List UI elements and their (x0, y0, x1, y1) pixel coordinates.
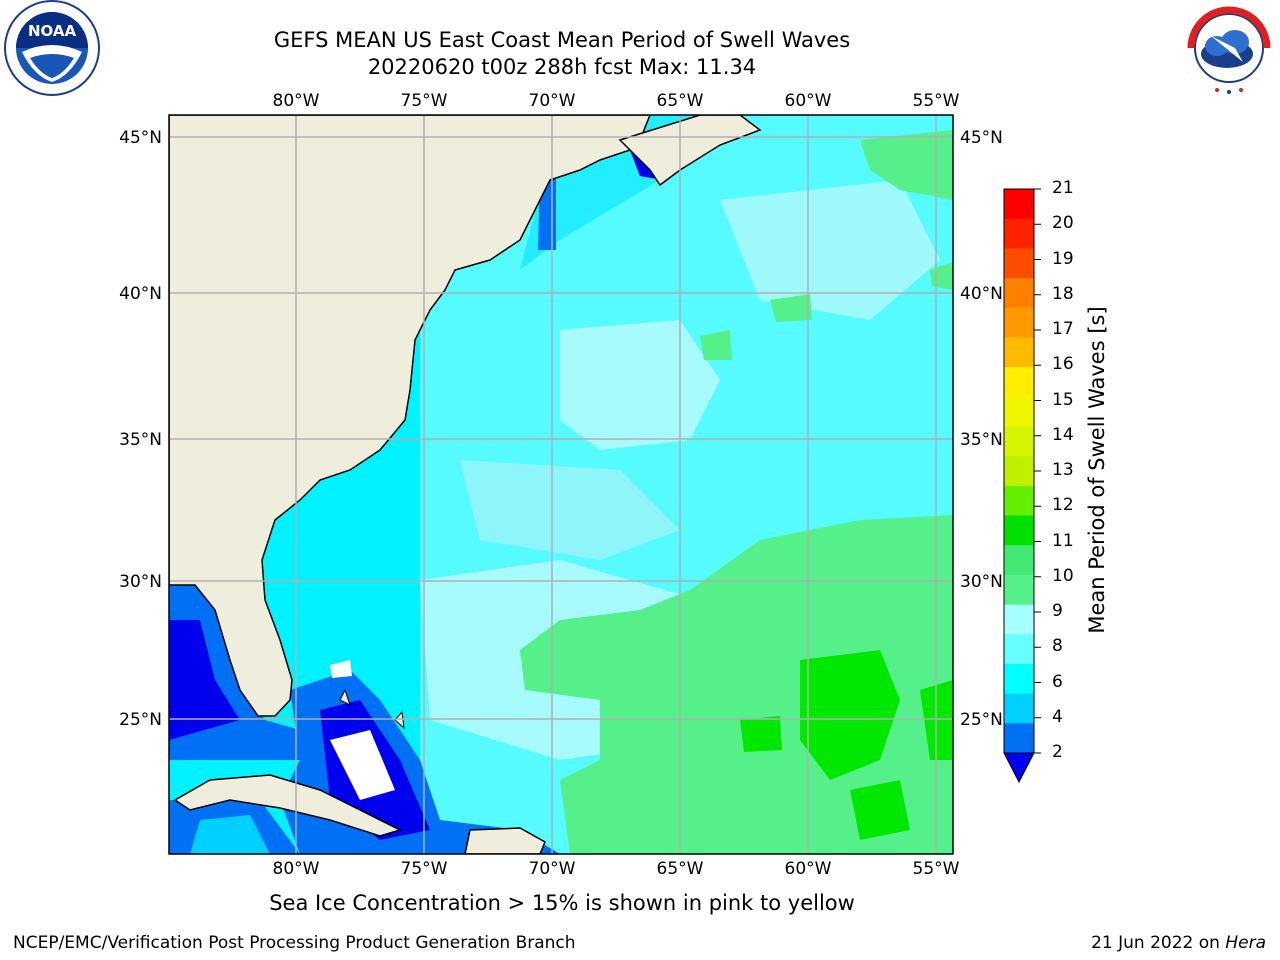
lon-label: 60°W (785, 91, 832, 111)
lon-label: 55°W (913, 91, 960, 111)
colorbar-segment (1004, 248, 1034, 279)
latitude-labels-left: 45°N 40°N 35°N 30°N 25°N (119, 128, 162, 730)
colorbar-tick-label: 15 (1052, 389, 1074, 410)
lon-label: 80°W (273, 91, 320, 111)
map-frame (168, 114, 954, 855)
colorbar-tick-label: 12 (1052, 495, 1074, 516)
colorbar-tick-label: 21 (1052, 178, 1074, 198)
colorbar-segment (1004, 456, 1034, 487)
lat-label: 40°N (119, 284, 162, 304)
map-gridlines (169, 115, 953, 854)
colorbar-segment (1004, 574, 1034, 606)
colorbar-extend-arrow (1003, 752, 1035, 784)
colorbar-segment (1004, 396, 1034, 427)
sea-ice-note: Sea Ice Concentration > 15% is shown in … (269, 891, 855, 915)
colorbar-tick-label: 2 (1052, 742, 1063, 762)
colorbar (1003, 188, 1041, 784)
cuba-land (173, 774, 403, 837)
colorbar-segment (1004, 723, 1034, 754)
colorbar-segment (1004, 426, 1034, 457)
colorbar-segment (1004, 515, 1034, 546)
colorbar-segment (1004, 634, 1034, 665)
latitude-labels-right: 45°N 40°N 35°N 30°N 25°N (960, 128, 1003, 730)
colorbar-segment (1004, 367, 1034, 398)
longitude-labels-bottom: 80°W 75°W 70°W 65°W 60°W 55°W (273, 859, 960, 879)
colorbar-tick-label: 8 (1052, 636, 1063, 657)
lat-label: 45°N (960, 128, 1003, 148)
chart-title: GEFS MEAN US East Coast Mean Period of S… (273, 28, 851, 52)
colorbar-tick-label: 18 (1052, 283, 1074, 304)
lon-label: 65°W (657, 91, 704, 111)
colorbar-tick-label: 6 (1052, 671, 1063, 692)
lat-label: 40°N (960, 284, 1003, 304)
credit-text: NCEP/EMC/Verification Post Processing Pr… (13, 933, 576, 953)
nova-scotia-land (618, 115, 762, 187)
colorbar-segment (1004, 278, 1034, 309)
lon-label: 55°W (913, 859, 960, 879)
colorbar-tick-label: 11 (1052, 530, 1074, 551)
run-date: 21 Jun 2022 on Hera (1091, 933, 1266, 953)
colorbar-tick-label: 17 (1052, 319, 1074, 339)
colorbar-tick-label: 20 (1052, 213, 1074, 234)
colorbar-segment (1004, 189, 1034, 220)
noaa-logo-text: NOAA (28, 22, 77, 40)
lat-label: 35°N (119, 430, 162, 450)
colorbar-title: Mean Period of Swell Waves [s] (1085, 306, 1109, 634)
lat-label: 30°N (960, 572, 1003, 592)
map-field (169, 115, 953, 854)
colorbar-segment (1004, 604, 1034, 635)
lon-label: 65°W (657, 859, 704, 879)
colorbar-tick-label: 9 (1052, 601, 1063, 621)
noaa-logo: NOAA (4, 0, 100, 96)
colorbar-tick-label: 13 (1052, 460, 1074, 480)
lat-label: 30°N (119, 572, 162, 592)
nws-logo (1183, 2, 1275, 94)
colorbar-segment (1004, 693, 1034, 724)
north-america-land (169, 115, 651, 717)
lat-label: 45°N (119, 128, 162, 148)
colorbar-segment (1004, 307, 1034, 338)
lat-label: 25°N (960, 710, 1003, 730)
lat-label: 35°N (960, 430, 1003, 450)
lon-label: 70°W (529, 91, 576, 111)
colorbar-tick-label: 16 (1052, 354, 1074, 375)
lon-label: 75°W (401, 859, 448, 879)
colorbar-tick-label: 14 (1052, 424, 1074, 445)
chart-subtitle: 20220620 t00z 288h fcst Max: 11.34 (367, 55, 757, 79)
colorbar-tick-label: 10 (1052, 565, 1074, 586)
colorbar-tick-label: 19 (1052, 248, 1074, 269)
colorbar-segment (1004, 218, 1034, 249)
longitude-labels-top: 80°W 75°W 70°W 65°W 60°W 55°W (273, 91, 960, 111)
colorbar-segment (1004, 545, 1034, 576)
colorbar-segment (1004, 663, 1034, 695)
hispaniola-land (464, 827, 546, 854)
lon-label: 60°W (785, 859, 832, 879)
lat-label: 25°N (119, 710, 162, 730)
lon-label: 80°W (273, 859, 320, 879)
colorbar-segment (1004, 485, 1034, 517)
colorbar-segment (1004, 337, 1034, 368)
colorbar-tick-label: 4 (1052, 706, 1063, 727)
lon-label: 70°W (529, 859, 576, 879)
lon-label: 75°W (401, 91, 448, 111)
max-period-core (800, 650, 900, 780)
